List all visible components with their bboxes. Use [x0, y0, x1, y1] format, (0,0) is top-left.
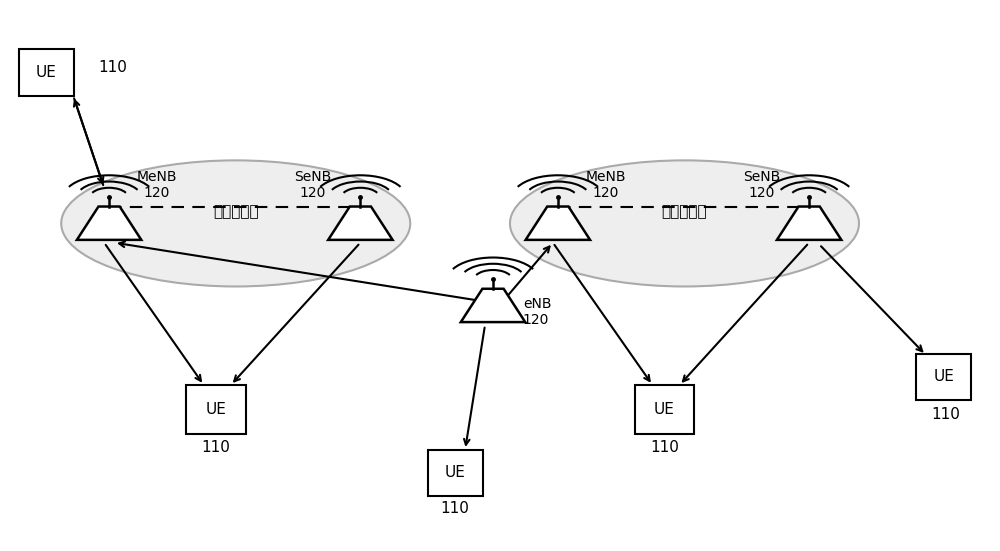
Ellipse shape: [61, 160, 410, 287]
Text: SeNB
120: SeNB 120: [743, 170, 780, 200]
Text: 110: 110: [201, 440, 230, 455]
Polygon shape: [461, 289, 525, 322]
Text: eNB
120: eNB 120: [523, 296, 551, 327]
Polygon shape: [526, 207, 590, 240]
Text: UE: UE: [36, 65, 57, 80]
Polygon shape: [77, 207, 141, 240]
Text: 110: 110: [650, 440, 679, 455]
FancyBboxPatch shape: [428, 450, 483, 496]
Text: UE: UE: [445, 466, 466, 480]
Text: SeNB
120: SeNB 120: [294, 170, 331, 200]
Polygon shape: [777, 207, 841, 240]
FancyBboxPatch shape: [186, 385, 246, 435]
Polygon shape: [328, 207, 393, 240]
Text: MeNB
120: MeNB 120: [137, 170, 177, 200]
Text: UE: UE: [933, 369, 954, 385]
Text: 110: 110: [441, 501, 470, 516]
Text: UE: UE: [654, 402, 675, 417]
Text: 110: 110: [931, 407, 960, 422]
Text: MeNB
120: MeNB 120: [585, 170, 626, 200]
Text: UE: UE: [205, 402, 226, 417]
FancyBboxPatch shape: [635, 385, 694, 435]
FancyBboxPatch shape: [916, 354, 971, 400]
Ellipse shape: [510, 160, 859, 287]
FancyBboxPatch shape: [19, 50, 74, 96]
Text: 非理想回程: 非理想回程: [662, 204, 707, 219]
Text: 非理想回程: 非理想回程: [213, 204, 259, 219]
Text: 110: 110: [98, 60, 127, 75]
